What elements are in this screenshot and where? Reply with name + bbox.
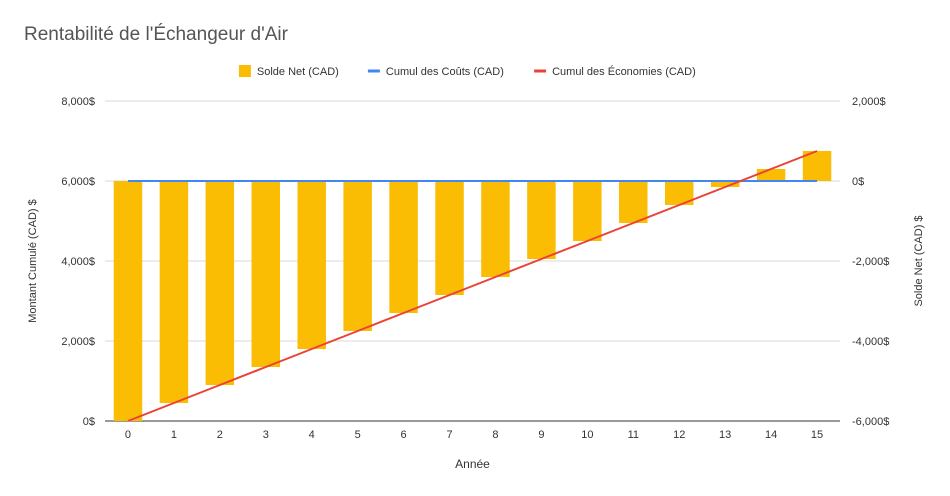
right-axis-title: Solde Net (CAD) $ (913, 215, 925, 306)
series-line (127, 150, 818, 422)
x-axis-tick-label: 10 (581, 429, 593, 441)
chart-title: Rentabilité de l'Échangeur d'Air (24, 24, 288, 45)
left-axis-tick-label: 6,000$ (61, 176, 95, 188)
x-axis-tick-label: 0 (125, 429, 131, 441)
bar (527, 181, 556, 259)
bar (251, 181, 281, 367)
right-axis-tick-label: -2,000$ (852, 256, 889, 268)
right-axis-tick-label: 2,000$ (852, 96, 886, 108)
x-axis-tick-label: 15 (811, 429, 823, 441)
left-axis-title: Montant Cumulé (CAD) $ (27, 199, 39, 323)
right-axis-tick-label: -6,000$ (852, 416, 889, 428)
left-axis-tick-label: 4,000$ (61, 256, 95, 268)
left-axis-tick-label: 8,000$ (61, 96, 95, 108)
x-axis-title: Année (455, 457, 490, 471)
x-axis-tick-label: 4 (309, 429, 315, 441)
x-axis-tick-label: 11 (628, 429, 639, 441)
bar (159, 181, 189, 403)
x-axis-tick-label: 3 (263, 429, 269, 441)
legend-label: Cumul des Coûts (CAD) (386, 66, 504, 78)
bar (343, 181, 372, 331)
left-axis-tick-label: 2,000$ (61, 336, 95, 348)
right-axis-tick-label: 0$ (852, 176, 864, 188)
bar (297, 181, 326, 349)
legend-label: Solde Net (CAD) (257, 66, 339, 78)
x-axis-tick-label: 7 (446, 429, 452, 441)
bar (573, 181, 602, 241)
legend-swatch (238, 65, 251, 77)
bar (113, 181, 143, 421)
x-axis-tick-label: 8 (492, 429, 498, 441)
legend-label: Cumul des Économies (CAD) (552, 65, 696, 78)
bar (205, 181, 235, 385)
right-axis-tick-label: -4,000$ (852, 336, 889, 348)
x-axis-tick-label: 2 (217, 429, 223, 441)
legend-swatch (367, 69, 380, 73)
bar (481, 181, 510, 277)
bar (802, 151, 832, 181)
bar (389, 181, 418, 313)
left-axis-tick-label: 0$ (83, 416, 95, 428)
legend-swatch (534, 69, 547, 73)
x-axis-tick-label: 9 (538, 429, 544, 441)
x-axis-tick-label: 6 (401, 429, 407, 441)
x-axis-tick-label: 12 (673, 429, 685, 441)
x-axis-tick-label: 13 (719, 429, 731, 441)
x-axis-tick-label: 1 (171, 429, 177, 441)
x-axis-tick-label: 14 (765, 429, 777, 441)
bar (756, 169, 786, 181)
bar (619, 181, 648, 223)
x-axis-tick-label: 5 (355, 429, 361, 441)
bar (710, 181, 740, 187)
bar (435, 181, 464, 295)
